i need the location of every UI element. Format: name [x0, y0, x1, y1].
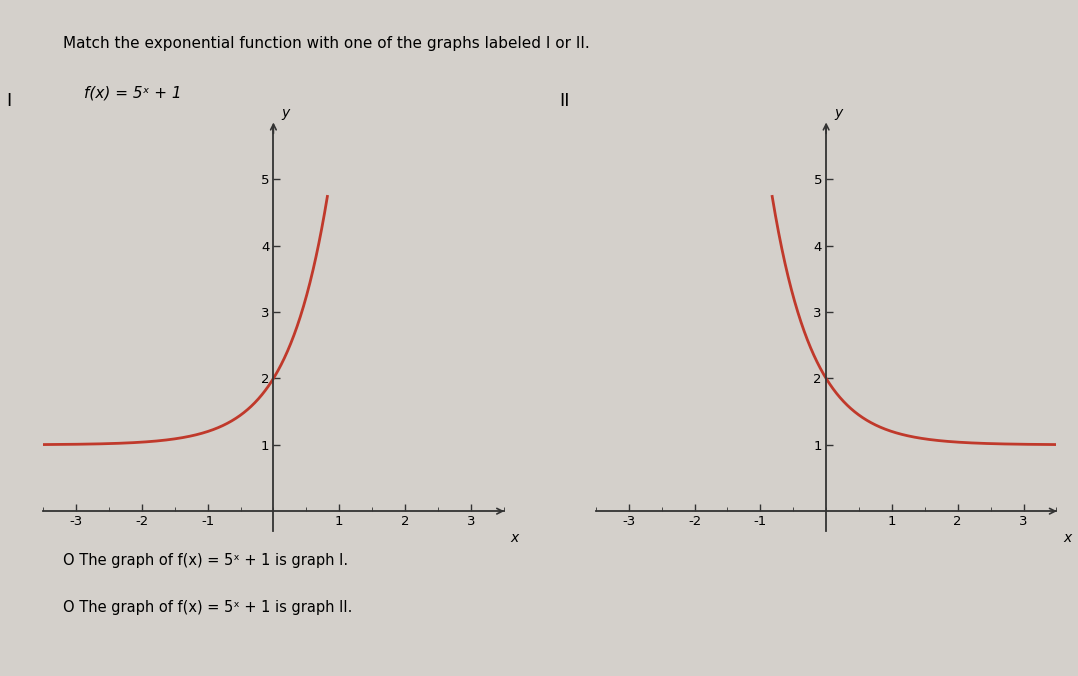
Text: O The graph of f(x) = 5ˣ + 1 is graph I.: O The graph of f(x) = 5ˣ + 1 is graph I. — [64, 553, 348, 568]
Text: y: y — [281, 105, 290, 120]
Text: O The graph of f(x) = 5ˣ + 1 is graph II.: O The graph of f(x) = 5ˣ + 1 is graph II… — [64, 600, 353, 614]
Text: y: y — [834, 105, 842, 120]
Text: I: I — [6, 92, 12, 110]
Text: Match the exponential function with one of the graphs labeled I or II.: Match the exponential function with one … — [64, 36, 590, 51]
Text: x: x — [1063, 531, 1072, 545]
Text: x: x — [510, 531, 519, 545]
Text: f(x) = 5ˣ + 1: f(x) = 5ˣ + 1 — [84, 85, 181, 100]
Text: II: II — [559, 92, 569, 110]
